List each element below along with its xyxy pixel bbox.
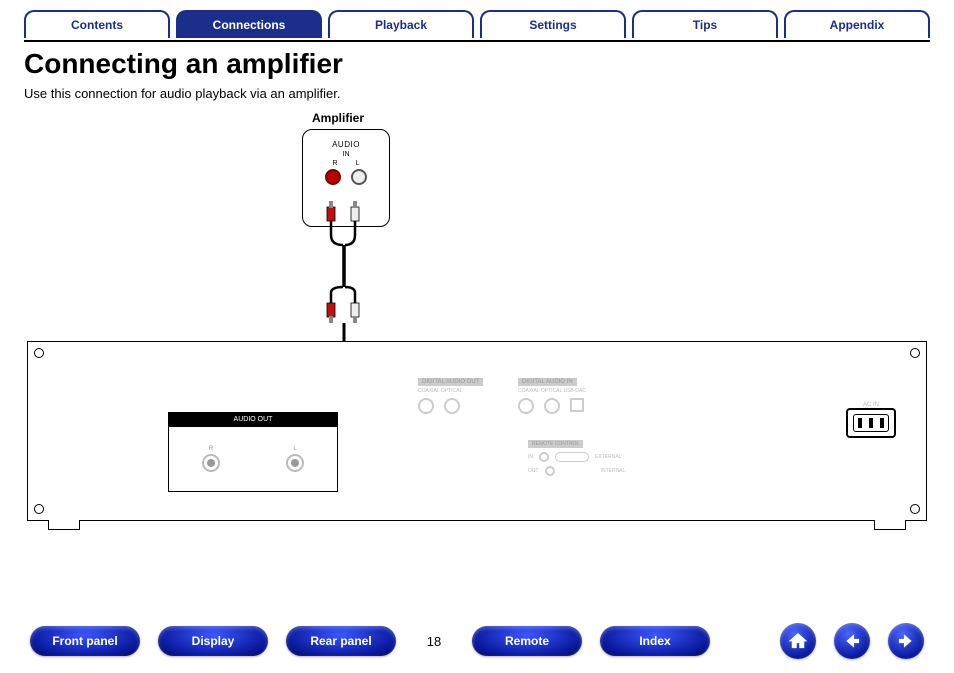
tab-underline [24,40,930,42]
front-panel-button[interactable]: Front panel [30,626,140,656]
audio-out-r-label: R [209,446,213,452]
tab-connections[interactable]: Connections [176,10,322,38]
amplifier-label: Amplifier [312,111,364,125]
digital-out-sublabel: COAXIAL OPTICAL [418,388,483,394]
optical-in-port [544,398,560,414]
usb-dac-port [570,398,584,412]
home-button[interactable] [780,623,816,659]
screw-icon [910,504,920,514]
ac-pin [869,418,873,428]
bottom-nav: Front panel Display Rear panel 18 Remote… [0,623,954,659]
tab-settings[interactable]: Settings [480,10,626,38]
amp-r-label: R [333,160,338,167]
digital-out-label: DIGITAL AUDIO OUT [418,378,483,386]
display-button[interactable]: Display [158,626,268,656]
screw-icon [34,348,44,358]
remote-button[interactable]: Remote [472,626,582,656]
tab-tips[interactable]: Tips [632,10,778,38]
prev-page-button[interactable] [834,623,870,659]
ac-pin [880,418,884,428]
page-title: Connecting an amplifier [24,48,930,80]
home-icon [788,631,808,651]
audio-out-jack-r [202,454,220,472]
audio-out-jack-l [286,454,304,472]
remote-switch [555,452,589,462]
tab-contents[interactable]: Contents [24,10,170,38]
remote-control-panel: REMOTE CONTROL IN EXTERNAL OUT INTERNAL [528,432,625,476]
device-rear-panel: AUDIO OUT R L DIGITAL AUDIO OUT COAXIAL … [27,341,927,521]
remote-out-port [545,466,555,476]
rear-panel-button[interactable]: Rear panel [286,626,396,656]
remote-control-label: REMOTE CONTROL [528,440,583,448]
amp-l-label: L [356,160,360,167]
tab-appendix[interactable]: Appendix [784,10,930,38]
top-tabs: Contents Connections Playback Settings T… [24,10,930,38]
digital-in-sublabel: COAXIAL OPTICAL USB-DAC [518,388,586,394]
amplifier-box: AUDIO IN R L [302,129,390,227]
ac-pin [858,418,862,428]
remote-in-label: IN [528,454,533,460]
page-number: 18 [414,634,454,649]
amp-audio-text: AUDIO [303,140,389,149]
index-button[interactable]: Index [600,626,710,656]
optical-out-port [444,398,460,414]
amp-in-text: IN [303,151,389,158]
audio-out-panel: AUDIO OUT R L [168,412,338,492]
amp-jack-r [325,169,341,185]
page-subtitle: Use this connection for audio playback v… [24,86,930,101]
connection-diagram: Amplifier AUDIO IN R L [27,111,927,541]
arrow-right-icon [896,631,916,651]
digital-in-panel: DIGITAL AUDIO IN COAXIAL OPTICAL USB-DAC [518,370,586,414]
ac-inlet: AC IN [846,402,896,438]
screw-icon [910,348,920,358]
screw-icon [34,504,44,514]
remote-internal-label: INTERNAL [601,468,626,474]
remote-in-port [539,452,549,462]
unit-foot [874,520,906,530]
arrow-left-icon [842,631,862,651]
digital-in-label: DIGITAL AUDIO IN [518,378,577,386]
audio-out-l-label: L [293,446,296,452]
remote-external-label: EXTERNAL [595,454,621,460]
digital-out-panel: DIGITAL AUDIO OUT COAXIAL OPTICAL [418,370,483,414]
coaxial-in-port [518,398,534,414]
coaxial-out-port [418,398,434,414]
unit-foot [48,520,80,530]
tab-playback[interactable]: Playback [328,10,474,38]
amp-jack-l [351,169,367,185]
audio-out-header: AUDIO OUT [169,413,337,427]
next-page-button[interactable] [888,623,924,659]
remote-out-label: OUT [528,468,539,474]
